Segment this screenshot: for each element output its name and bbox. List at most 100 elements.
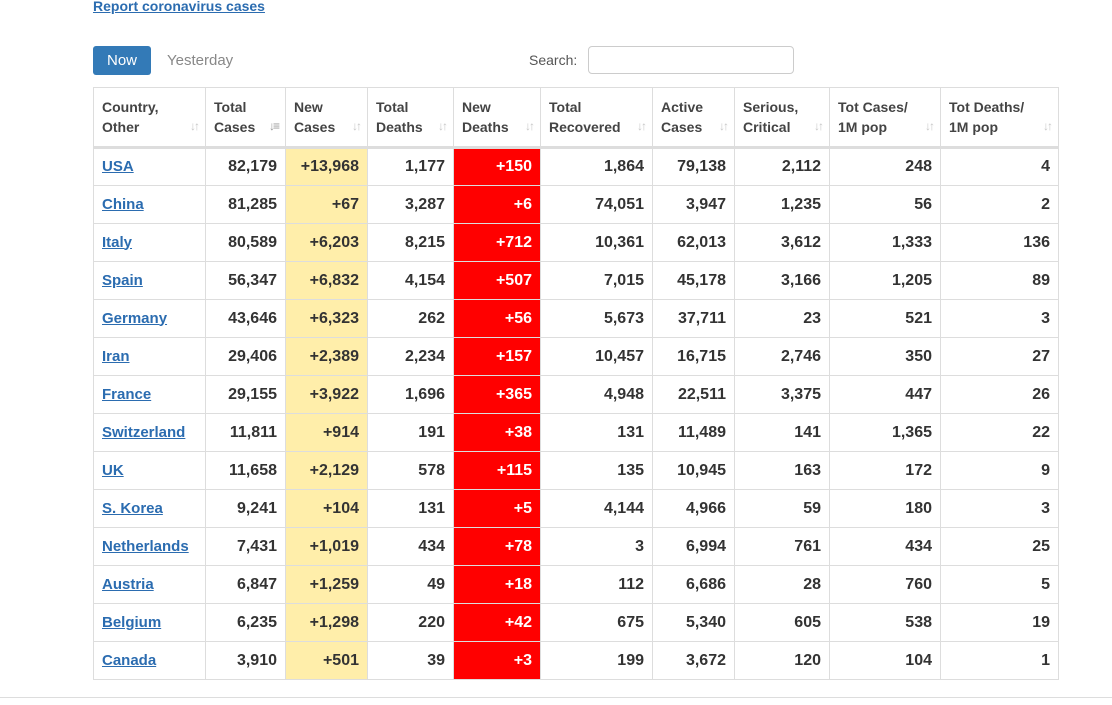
cell-active-cases: 5,340	[652, 603, 735, 642]
country-link[interactable]: Netherlands	[102, 537, 189, 555]
cell-serious-critical: 141	[734, 413, 830, 452]
search-input[interactable]	[588, 46, 794, 74]
cell-serious-critical: 2,746	[734, 337, 830, 376]
cell-total-recovered: 4,948	[540, 375, 653, 414]
country-link[interactable]: Switzerland	[102, 423, 186, 441]
cell-new-deaths: +157	[453, 337, 541, 376]
cell-new-deaths: +5	[453, 489, 541, 528]
country-link[interactable]: Spain	[102, 271, 143, 289]
cell-tot-deaths-per-1m: 3	[940, 489, 1059, 528]
country-link[interactable]: China	[102, 195, 144, 213]
cell-total-cases: 9,241	[205, 489, 286, 528]
divider	[0, 697, 1112, 698]
cell-total-cases: 6,235	[205, 603, 286, 642]
sort-icon[interactable]: ↓↑	[637, 119, 647, 133]
cell-total-recovered: 7,015	[540, 261, 653, 300]
country-link[interactable]: Belgium	[102, 613, 162, 631]
cell-total-recovered: 199	[540, 641, 653, 680]
cell-serious-critical: 3,166	[734, 261, 830, 300]
header-label-line1: Total	[214, 99, 247, 115]
cell-total-cases: 29,406	[205, 337, 286, 376]
tab-yesterday[interactable]: Yesterday	[167, 52, 234, 69]
header-total-recovered[interactable]: Total Recovered ↓↑	[540, 87, 653, 149]
cell-new-cases: +1,019	[285, 527, 368, 566]
cell-total-deaths: 1,696	[367, 375, 454, 414]
cell-new-cases: +6,832	[285, 261, 368, 300]
cell-serious-critical: 1,235	[734, 185, 830, 224]
cell-new-cases: +1,298	[285, 603, 368, 642]
country-link[interactable]: Canada	[102, 651, 157, 669]
country-link[interactable]: Italy	[102, 233, 133, 251]
cell-country: Spain	[93, 261, 206, 300]
cell-active-cases: 22,511	[652, 375, 735, 414]
sort-icon[interactable]: ↓↑	[352, 119, 362, 133]
table-row: Germany 43,646 +6,323 262 +56 5,673 37,711 23 52…	[93, 299, 1059, 338]
cell-total-cases: 11,658	[205, 451, 286, 490]
table-row: S. Korea 9,241 +104 131 +5 4,144 4,966 59 180 3	[93, 489, 1059, 528]
country-link[interactable]: S. Korea	[102, 499, 163, 517]
cell-serious-critical: 3,612	[734, 223, 830, 262]
header-label-line2: Deaths	[462, 119, 509, 135]
cell-tot-cases-per-1m: 350	[829, 337, 941, 376]
time-tabs: Now Yesterday	[93, 46, 233, 75]
header-tot-cases-per-1m[interactable]: Tot Cases/1M pop ↓↑	[829, 87, 941, 149]
cell-total-recovered: 10,457	[540, 337, 653, 376]
sort-icon[interactable]: ↓↑	[1043, 119, 1053, 133]
cell-total-deaths: 191	[367, 413, 454, 452]
header-active-cases[interactable]: Active Cases ↓↑	[652, 87, 735, 149]
sort-icon[interactable]: ↓↑	[525, 119, 535, 133]
tab-now[interactable]: Now	[93, 46, 151, 75]
cell-new-cases: +914	[285, 413, 368, 452]
cell-total-recovered: 5,673	[540, 299, 653, 338]
cell-country: USA	[93, 147, 206, 186]
country-link[interactable]: Iran	[102, 347, 130, 365]
sort-icon[interactable]: ↓↑	[438, 119, 448, 133]
country-link[interactable]: UK	[102, 461, 124, 479]
cell-serious-critical: 605	[734, 603, 830, 642]
table-row: Italy 80,589 +6,203 8,215 +712 10,361 62,013 3,…	[93, 223, 1059, 262]
header-label-line2: Cases	[214, 119, 256, 135]
cell-country: Belgium	[93, 603, 206, 642]
cell-tot-deaths-per-1m: 3	[940, 299, 1059, 338]
cell-total-recovered: 131	[540, 413, 653, 452]
sort-desc-icon[interactable]: ↓≡	[268, 119, 280, 133]
country-link[interactable]: Germany	[102, 309, 168, 327]
header-country[interactable]: Country, Other ↓↑	[93, 87, 206, 149]
header-new-cases[interactable]: New Cases ↓↑	[285, 87, 368, 149]
cell-new-cases: +13,968	[285, 147, 368, 186]
cell-active-cases: 6,686	[652, 565, 735, 604]
cell-serious-critical: 59	[734, 489, 830, 528]
header-label-line1: Tot Cases/	[838, 99, 908, 115]
sort-icon[interactable]: ↓↑	[190, 119, 200, 133]
country-link[interactable]: Austria	[102, 575, 154, 593]
cell-new-deaths: +365	[453, 375, 541, 414]
country-link[interactable]: USA	[102, 158, 134, 175]
header-new-deaths[interactable]: New Deaths ↓↑	[453, 87, 541, 149]
cell-new-deaths: +150	[453, 147, 541, 186]
cell-total-deaths: 262	[367, 299, 454, 338]
header-total-deaths[interactable]: Total Deaths ↓↑	[367, 87, 454, 149]
cell-tot-deaths-per-1m: 26	[940, 375, 1059, 414]
header-serious-critical[interactable]: Serious, Critical ↓↑	[734, 87, 830, 149]
cell-new-cases: +6,323	[285, 299, 368, 338]
sort-icon[interactable]: ↓↑	[814, 119, 824, 133]
table-row: Spain 56,347 +6,832 4,154 +507 7,015 45,178 3,1…	[93, 261, 1059, 300]
header-label-line1: New	[294, 99, 323, 115]
cell-new-cases: +104	[285, 489, 368, 528]
cell-tot-deaths-per-1m: 22	[940, 413, 1059, 452]
table-row: UK 11,658 +2,129 578 +115 135 10,945 163 172 9	[93, 451, 1059, 490]
cell-tot-deaths-per-1m: 27	[940, 337, 1059, 376]
cell-new-cases: +6,203	[285, 223, 368, 262]
report-cases-link[interactable]: Report coronavirus cases	[93, 0, 265, 14]
cell-new-cases: +3,922	[285, 375, 368, 414]
header-tot-deaths-per-1m[interactable]: Tot Deaths/1M pop ↓↑	[940, 87, 1059, 149]
sort-icon[interactable]: ↓↑	[925, 119, 935, 133]
header-label-line1: New	[462, 99, 491, 115]
header-total-cases[interactable]: Total Cases ↓≡	[205, 87, 286, 149]
cell-new-cases: +501	[285, 641, 368, 680]
table-header-row: Country, Other ↓↑ Total Cases ↓≡ New Cases ↓↑ Tot…	[93, 87, 1059, 149]
sort-icon[interactable]: ↓↑	[719, 119, 729, 133]
cell-tot-deaths-per-1m: 89	[940, 261, 1059, 300]
cell-new-deaths: +42	[453, 603, 541, 642]
country-link[interactable]: France	[102, 385, 152, 403]
